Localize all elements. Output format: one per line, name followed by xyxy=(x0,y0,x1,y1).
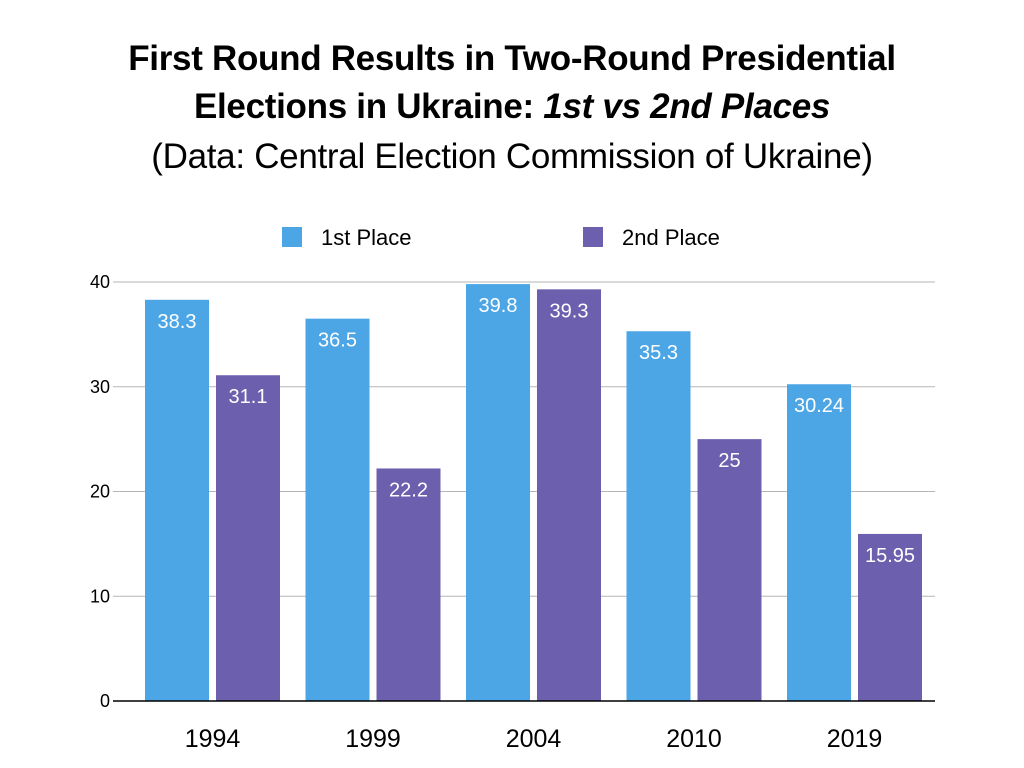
bars xyxy=(145,284,922,701)
bar-2nd-2019 xyxy=(858,533,922,701)
value-label: 39.8 xyxy=(479,295,518,317)
chart-title-line-2-plain: Elections in Ukraine: xyxy=(193,87,544,126)
value-labels: 38.3 31.1 36.5 22.2 39.8 39.3 35.3 25 30.24 15.95 xyxy=(158,295,916,567)
y-tick-label: 30 xyxy=(90,377,110,397)
legend: 1st Place 2nd Place xyxy=(282,225,720,250)
bar-1st-2019 xyxy=(787,384,851,701)
value-label: 30.24 xyxy=(794,395,844,417)
value-label: 35.3 xyxy=(639,342,678,364)
value-label: 15.95 xyxy=(865,545,915,567)
chart-title-line-2: Elections in Ukraine: 1st vs 2nd Places xyxy=(0,86,1024,128)
legend-label-1st-place: 1st Place xyxy=(321,225,412,250)
y-tick-label: 20 xyxy=(90,482,110,502)
chart-title-line-2-italic: 1st vs 2nd Places xyxy=(543,87,831,126)
x-category-label: 1994 xyxy=(185,725,241,753)
chart-subtitle: (Data: Central Election Commission of Uk… xyxy=(151,137,873,176)
x-category-label: 1999 xyxy=(345,725,401,753)
value-label: 31.1 xyxy=(229,386,268,408)
y-tick-label: 40 xyxy=(90,272,110,292)
bar-1st-2010 xyxy=(626,331,691,701)
value-label: 25 xyxy=(718,450,740,472)
x-category-label: 2004 xyxy=(506,725,562,753)
value-label: 39.3 xyxy=(550,300,589,322)
bar-1st-1999 xyxy=(305,318,370,701)
value-label: 38.3 xyxy=(158,311,197,333)
bar-2nd-1999 xyxy=(376,468,441,701)
bar-2nd-1994 xyxy=(216,375,280,701)
value-label: 36.5 xyxy=(318,330,357,352)
x-category-label: 2019 xyxy=(827,725,883,753)
x-axis-categories: 1994 1999 2004 2010 2019 xyxy=(185,725,883,753)
y-axis-ticks: 0 10 20 30 40 xyxy=(90,272,110,711)
chart-title-line-1: First Round Results in Two-Round Preside… xyxy=(128,39,896,78)
legend-label-2nd-place: 2nd Place xyxy=(622,225,720,250)
bar-2nd-2004 xyxy=(537,289,601,701)
bar-1st-2004 xyxy=(466,284,530,701)
bar-1st-1994 xyxy=(145,299,209,701)
legend-swatch-1st-place xyxy=(282,227,302,247)
bar-2nd-2010 xyxy=(697,439,762,701)
legend-swatch-2nd-place xyxy=(583,227,603,247)
value-label: 22.2 xyxy=(389,479,428,501)
y-tick-label: 0 xyxy=(100,691,110,711)
x-category-label: 2010 xyxy=(666,725,722,753)
y-tick-label: 10 xyxy=(90,586,110,606)
